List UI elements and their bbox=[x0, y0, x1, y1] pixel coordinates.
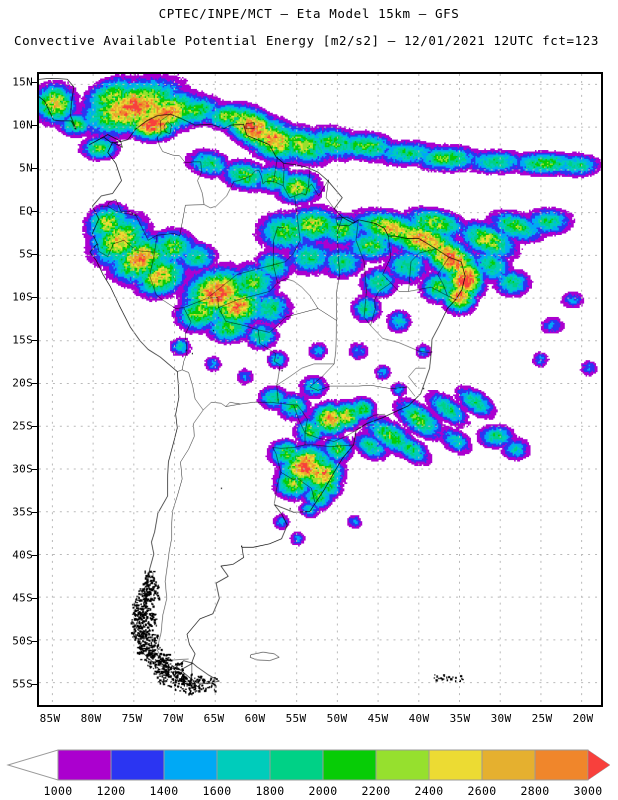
y-tick-label: 15S bbox=[12, 333, 33, 347]
y-tick-label: 35S bbox=[12, 505, 33, 519]
y-tick-label: 10S bbox=[12, 290, 33, 304]
y-tick-mark bbox=[32, 211, 37, 212]
y-tick-label: 45S bbox=[12, 591, 33, 605]
x-tick-label: 60W bbox=[244, 712, 266, 725]
y-tick-mark bbox=[32, 684, 37, 685]
colorbar-tick-label: 1000 bbox=[43, 784, 73, 798]
colorbar-tick-label: 2000 bbox=[308, 784, 338, 798]
y-tick-label: 5S bbox=[19, 247, 33, 261]
colorbar-tick-label: 2200 bbox=[361, 784, 391, 798]
y-tick-label: 10N bbox=[12, 118, 33, 132]
y-tick-mark bbox=[32, 297, 37, 298]
y-tick-mark bbox=[32, 512, 37, 513]
colorbar-tick-label: 1400 bbox=[149, 784, 179, 798]
y-tick-label: EQ bbox=[19, 204, 33, 218]
y-tick-mark bbox=[32, 641, 37, 642]
lat-lon-gridlines bbox=[39, 74, 601, 705]
y-tick-label: 5N bbox=[19, 161, 33, 175]
colorbar: 1000 1200 1400 1600 1800 2000 2200 2400 2600 2800… bbox=[0, 748, 618, 800]
x-tick-label: 45W bbox=[367, 712, 389, 725]
colorbar-tick-label: 1600 bbox=[202, 784, 232, 798]
colorbar-tick-label: 1800 bbox=[255, 784, 285, 798]
x-tick-label: 65W bbox=[203, 712, 225, 725]
y-tick-mark bbox=[32, 82, 37, 83]
y-tick-label: 25S bbox=[12, 419, 33, 433]
x-tick-label: 80W bbox=[80, 712, 102, 725]
colorbar-swatches bbox=[6, 749, 611, 781]
x-tick-label: 70W bbox=[162, 712, 184, 725]
x-tick-label: 20W bbox=[572, 712, 594, 725]
y-tick-mark bbox=[32, 426, 37, 427]
x-tick-label: 40W bbox=[408, 712, 430, 725]
cape-field-canvas bbox=[39, 74, 601, 705]
x-tick-label: 25W bbox=[531, 712, 553, 725]
map-plot-area bbox=[37, 72, 603, 707]
chart-subtitle: Convective Available Potential Energy [m… bbox=[14, 33, 600, 48]
y-tick-label: 55S bbox=[12, 677, 33, 691]
y-tick-mark bbox=[32, 254, 37, 255]
colorbar-tick-label: 2600 bbox=[467, 784, 497, 798]
y-tick-mark bbox=[32, 340, 37, 341]
y-tick-label: 15N bbox=[12, 75, 33, 89]
chart-title: CPTEC/INPE/MCT — Eta Model 15km — GFS bbox=[158, 6, 460, 21]
y-tick-mark bbox=[32, 168, 37, 169]
y-tick-mark bbox=[32, 383, 37, 384]
y-tick-mark bbox=[32, 598, 37, 599]
y-tick-label: 20S bbox=[12, 376, 33, 390]
y-tick-mark bbox=[32, 555, 37, 556]
y-tick-label: 30S bbox=[12, 462, 33, 476]
y-tick-mark bbox=[32, 469, 37, 470]
x-tick-label: 75W bbox=[121, 712, 143, 725]
colorbar-tick-label: 1200 bbox=[96, 784, 126, 798]
colorbar-tick-label: 2400 bbox=[414, 784, 444, 798]
colorbar-tick-label: 2800 bbox=[520, 784, 550, 798]
x-tick-label: 50W bbox=[326, 712, 348, 725]
x-tick-label: 85W bbox=[39, 712, 61, 725]
colorbar-tick-label: 3000 bbox=[573, 784, 603, 798]
x-tick-label: 35W bbox=[449, 712, 471, 725]
y-tick-label: 50S bbox=[12, 634, 33, 648]
y-tick-label: 40S bbox=[12, 548, 33, 562]
x-tick-label: 55W bbox=[285, 712, 307, 725]
y-tick-mark bbox=[32, 125, 37, 126]
x-tick-label: 30W bbox=[490, 712, 512, 725]
